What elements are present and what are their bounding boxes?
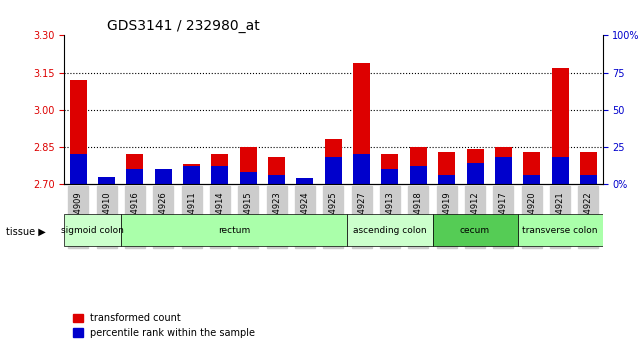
Bar [268,157,285,184]
Bar [183,164,200,184]
Bar [381,154,399,184]
Bar [353,63,370,184]
Bar [70,154,87,184]
Bar [551,157,569,184]
Bar [580,152,597,184]
FancyBboxPatch shape [64,214,121,246]
Bar [410,147,427,184]
Text: transverse colon: transverse colon [522,225,598,235]
FancyBboxPatch shape [517,214,603,246]
Bar [154,169,172,184]
Text: rectum: rectum [218,225,250,235]
Bar [154,172,172,184]
FancyBboxPatch shape [433,214,517,246]
FancyBboxPatch shape [347,214,433,246]
Text: GDS3141 / 232980_at: GDS3141 / 232980_at [107,19,260,33]
Bar [523,152,540,184]
Bar [98,177,115,184]
Bar [551,68,569,184]
Bar [353,154,370,184]
Bar [212,166,228,184]
Legend: transformed count, percentile rank within the sample: transformed count, percentile rank withi… [69,309,259,342]
Text: cecum: cecum [460,225,490,235]
Bar [240,147,257,184]
Bar [212,154,228,184]
Bar [495,147,512,184]
Bar [410,166,427,184]
Bar [297,182,313,184]
Bar [467,163,483,184]
Bar [580,175,597,184]
Bar [70,80,87,184]
Bar [438,152,455,184]
Bar [381,169,399,184]
Bar [438,175,455,184]
Text: tissue ▶: tissue ▶ [6,227,46,237]
Bar [98,177,115,184]
Bar [240,172,257,184]
Bar [126,154,144,184]
FancyBboxPatch shape [121,214,347,246]
Bar [467,149,483,184]
Bar [297,178,313,184]
Bar [268,175,285,184]
Bar [495,157,512,184]
Bar [325,139,342,184]
Bar [325,157,342,184]
Bar [183,166,200,184]
Text: sigmoid colon: sigmoid colon [61,225,124,235]
Bar [126,169,144,184]
Text: ascending colon: ascending colon [353,225,427,235]
Bar [523,175,540,184]
